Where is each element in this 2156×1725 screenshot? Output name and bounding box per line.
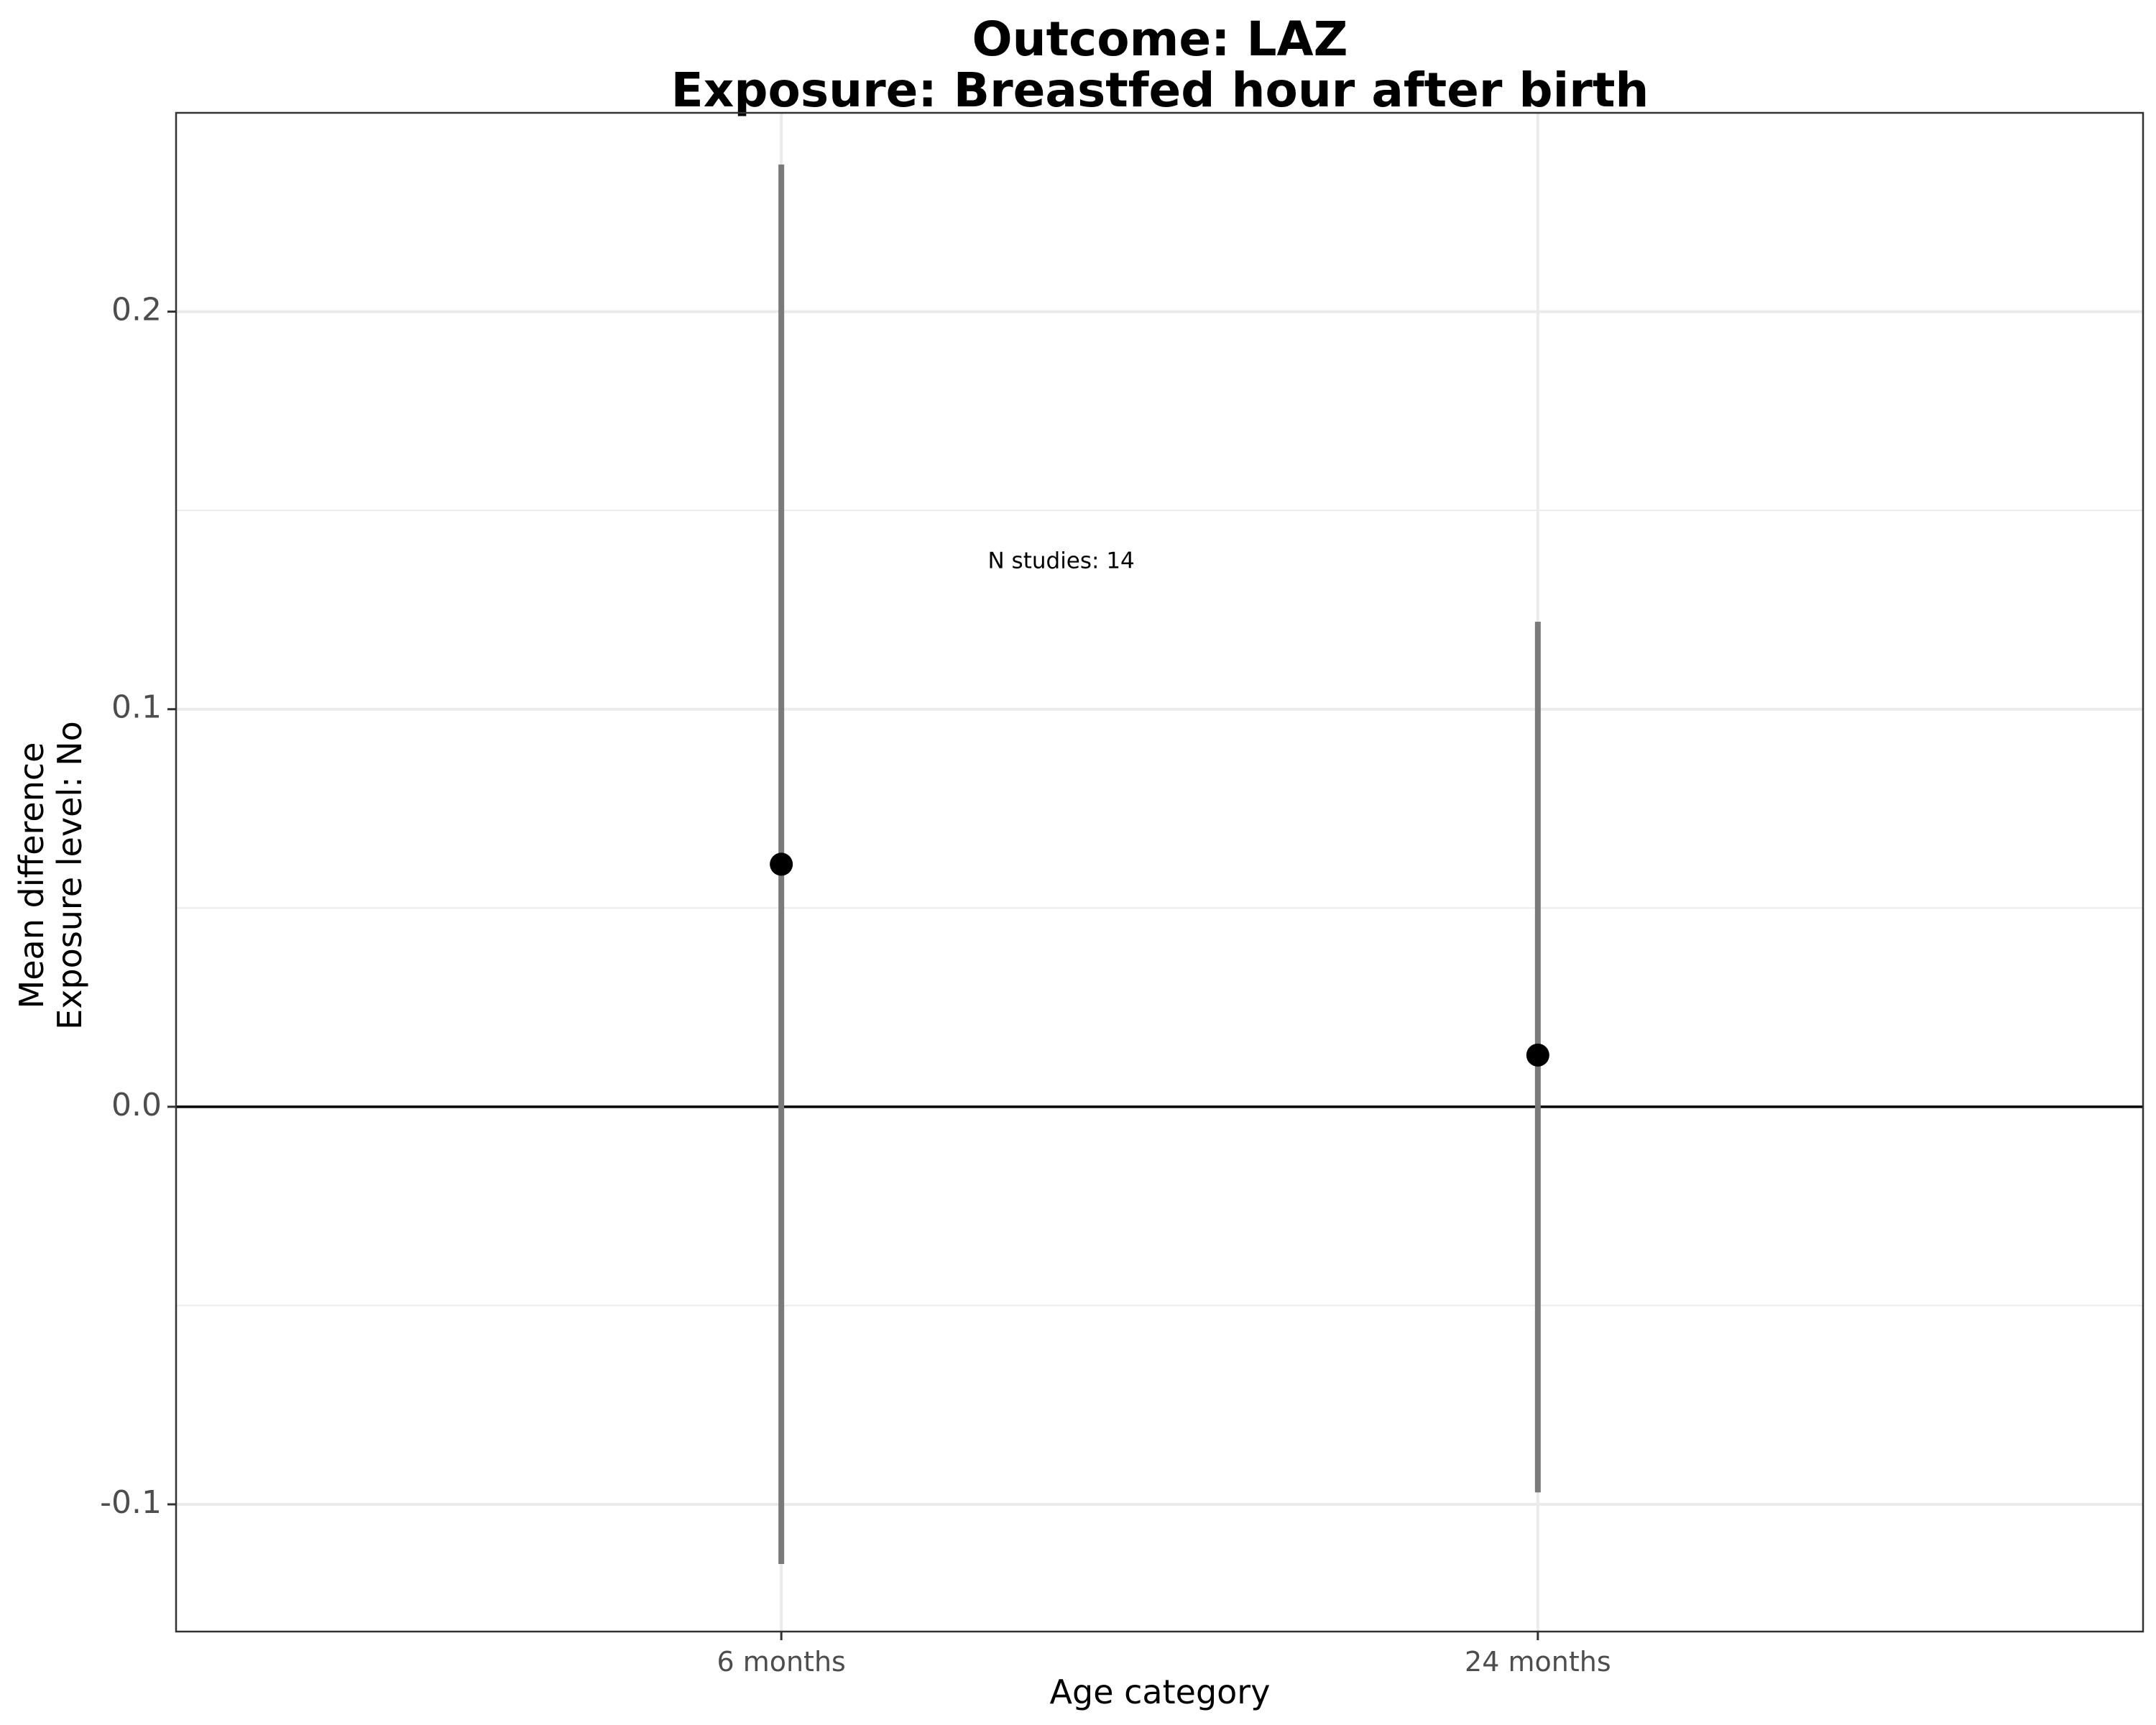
chart-marks: N studies: 14: [176, 164, 2143, 1564]
estimate-point: [1526, 1043, 1549, 1067]
estimate-point: [770, 852, 793, 876]
y-tick-label: 0.1: [111, 689, 162, 726]
y-axis-label-line2: Exposure level: No: [50, 721, 89, 1030]
panel-border: [175, 111, 2145, 1633]
chart-title-line1: Outcome: LAZ: [972, 12, 1348, 67]
grid-major: [176, 113, 2143, 1632]
axes: -0.1 0.0 0.1 0.2 6 months 24 months: [100, 111, 2145, 1678]
y-tick-label: 0.0: [111, 1087, 162, 1123]
y-tick-label: -0.1: [100, 1484, 162, 1521]
x-tick-label: 6 months: [717, 1646, 845, 1678]
y-axis-label-line1: Mean difference: [12, 742, 51, 1009]
x-axis-label: Age category: [1050, 1673, 1271, 1711]
y-tick-label: 0.2: [111, 292, 162, 328]
chart-title-line2: Exposure: Breastfed hour after birth: [671, 63, 1649, 118]
x-tick-label: 24 months: [1465, 1646, 1611, 1678]
n-studies-annotation: N studies: 14: [988, 548, 1135, 574]
